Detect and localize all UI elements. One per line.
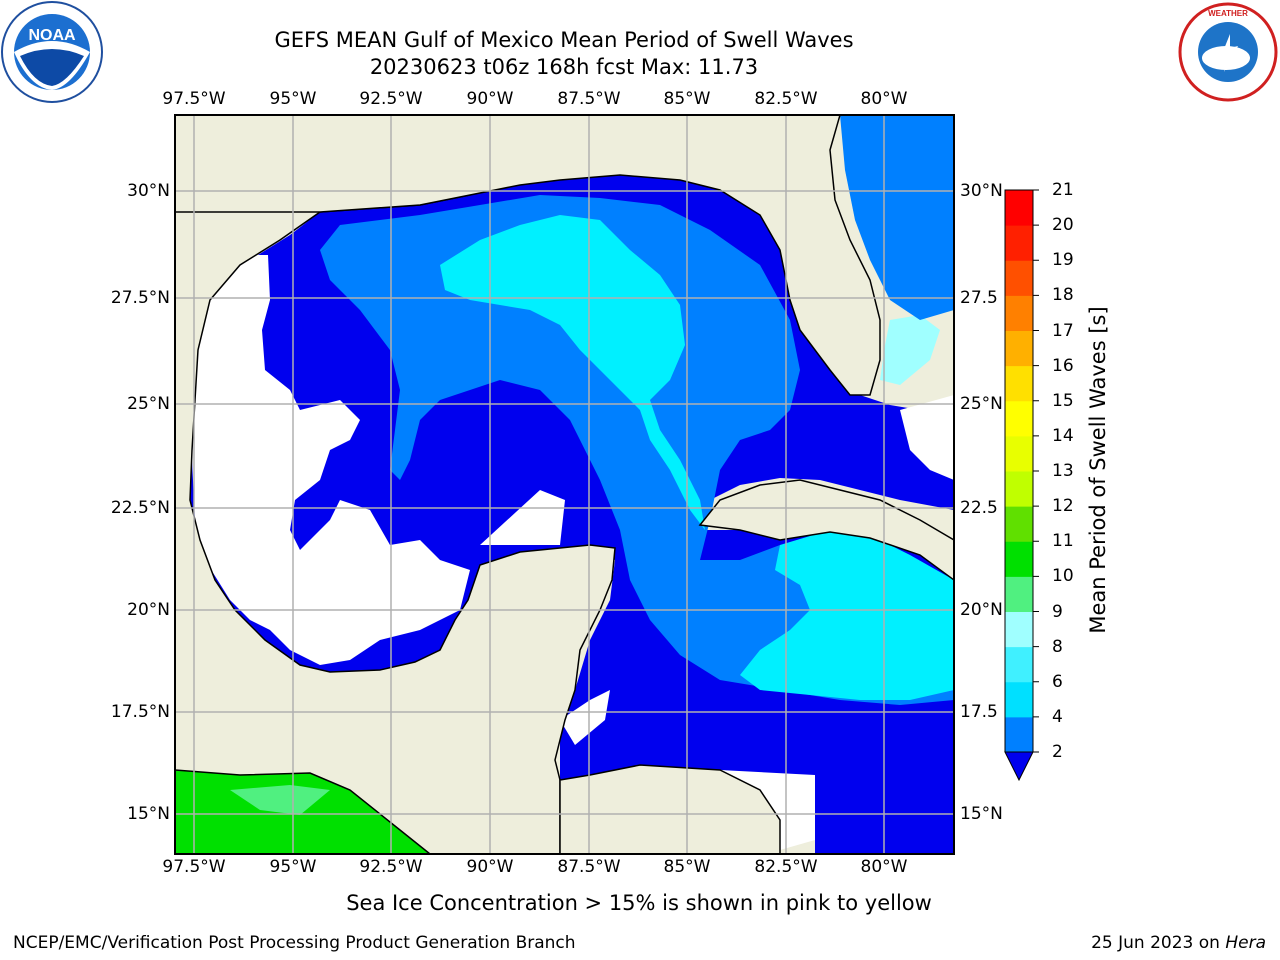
colorbar-tick: 15 xyxy=(1052,390,1074,411)
colorbar-segment xyxy=(1005,365,1033,402)
no-data-west xyxy=(192,255,470,665)
lon-tick-bottom: 85°W xyxy=(663,857,711,877)
credit-right: 25 Jun 2023 on Hera xyxy=(1091,933,1266,953)
lon-tick-bottom: 95°W xyxy=(269,857,317,877)
lat-tick-right: 30°N xyxy=(960,181,1003,201)
colorbar-tick: 10 xyxy=(1052,566,1074,587)
colorbar-segment xyxy=(1005,611,1033,648)
lat-tick-left: 17.5°N xyxy=(110,702,170,722)
colorbar-tick: 8 xyxy=(1052,636,1063,657)
lat-tick-right: 20°N xyxy=(960,600,1003,620)
lon-tick-bottom: 82.5°W xyxy=(754,857,818,877)
colorbar-tick: 17 xyxy=(1052,320,1074,341)
colorbar-segment xyxy=(1005,190,1033,226)
central-america-land xyxy=(559,764,781,854)
svg-text:WEATHER: WEATHER xyxy=(1208,9,1248,18)
colorbar-tick: 2 xyxy=(1052,742,1063,762)
colorbar-segment xyxy=(1005,541,1033,577)
colorbar-tick: 21 xyxy=(1052,180,1074,200)
lat-tick-right: 22.5 xyxy=(960,498,998,518)
lon-tick-top: 87.5°W xyxy=(557,89,621,109)
colorbar-segment xyxy=(1005,471,1033,507)
credit-host: Hera xyxy=(1225,933,1266,953)
colorbar xyxy=(1004,189,1039,782)
map-frame xyxy=(174,114,955,855)
cuba-land xyxy=(698,479,954,581)
lon-tick-top: 85°W xyxy=(663,89,711,109)
gulf-swell-6s xyxy=(440,215,705,530)
credit-date: 25 Jun 2023 on xyxy=(1091,933,1226,953)
no-data-cuba xyxy=(900,395,954,480)
colorbar-tick: 20 xyxy=(1052,215,1074,236)
colorbar-segment xyxy=(1005,260,1033,296)
atlantic-swell-4s xyxy=(840,115,954,320)
colorbar-tick: 6 xyxy=(1052,671,1063,692)
svg-text:NOAA: NOAA xyxy=(28,27,76,44)
lon-tick-bottom: 92.5°W xyxy=(359,857,423,877)
colorbar-segment xyxy=(1005,681,1033,718)
colorbar-segment xyxy=(1005,435,1033,472)
lat-tick-right: 15°N xyxy=(960,804,1003,824)
colorbar-tick: 19 xyxy=(1052,250,1074,271)
lon-tick-top: 82.5°W xyxy=(754,89,818,109)
no-data-yucatan xyxy=(560,690,610,745)
lon-tick-bottom: 90°W xyxy=(466,857,514,877)
pacific-swell-9s xyxy=(230,785,330,815)
colorbar-tick: 11 xyxy=(1052,531,1074,552)
chart-subtitle: 20230623 t06z 168h fcst Max: 11.73 xyxy=(369,55,759,79)
lon-tick-top: 95°W xyxy=(269,89,317,109)
lat-tick-left: 25°N xyxy=(127,394,170,414)
lon-tick-bottom: 87.5°W xyxy=(557,857,621,877)
lon-tick-bottom: 97.5°W xyxy=(162,857,226,877)
lon-tick-top: 97.5°W xyxy=(162,89,226,109)
colorbar-tick: 18 xyxy=(1052,285,1074,306)
lat-tick-left: 20°N xyxy=(127,600,170,620)
lon-tick-top: 92.5°W xyxy=(359,89,423,109)
colorbar-tick: 9 xyxy=(1052,601,1063,622)
lon-tick-top: 80°W xyxy=(860,89,908,109)
colorbar-segment xyxy=(1005,576,1033,612)
colorbar-segment xyxy=(1005,400,1033,437)
colorbar-segment xyxy=(1005,295,1033,331)
colorbar-segment xyxy=(1005,646,1033,683)
lat-tick-left: 27.5°N xyxy=(110,288,170,308)
lon-tick-bottom: 80°W xyxy=(860,857,908,877)
gridlines xyxy=(175,115,954,854)
colorbar-segment xyxy=(1005,330,1033,367)
lat-tick-left: 15°N xyxy=(127,804,170,824)
lat-tick-left: 22.5°N xyxy=(110,498,170,518)
colorbar-tick: 12 xyxy=(1052,496,1074,517)
credit-left: NCEP/EMC/Verification Post Processing Pr… xyxy=(13,933,576,953)
no-data-gulf xyxy=(480,490,565,545)
lat-tick-left: 30°N xyxy=(127,181,170,201)
nws-logo: WEATHER xyxy=(1176,0,1280,104)
atlantic-swell-8s xyxy=(880,315,940,385)
colorbar-segment xyxy=(1005,716,1033,753)
colorbar-label: Mean Period of Swell Waves [s] xyxy=(1086,306,1110,634)
colorbar-tick: 16 xyxy=(1052,355,1074,376)
noaa-logo: NOAA xyxy=(0,0,104,104)
lon-tick-top: 90°W xyxy=(466,89,514,109)
colorbar-tick: 14 xyxy=(1052,425,1074,446)
us-gulf-coast-land xyxy=(175,115,881,396)
colorbar-segment xyxy=(1005,506,1033,542)
colorbar-segment xyxy=(1005,225,1033,261)
lat-tick-right: 27.5 xyxy=(960,288,998,308)
lat-tick-right: 17.5 xyxy=(960,702,998,722)
colorbar-tick: 4 xyxy=(1052,706,1063,727)
chart-title: GEFS MEAN Gulf of Mexico Mean Period of … xyxy=(274,28,854,52)
sea-ice-footnote: Sea Ice Concentration > 15% is shown in … xyxy=(346,891,932,915)
colorbar-tick: 13 xyxy=(1052,461,1074,481)
colorbar-extend-min xyxy=(1004,751,1034,782)
caribbean-swell-6s xyxy=(740,530,954,700)
lat-tick-right: 25°N xyxy=(960,394,1003,414)
